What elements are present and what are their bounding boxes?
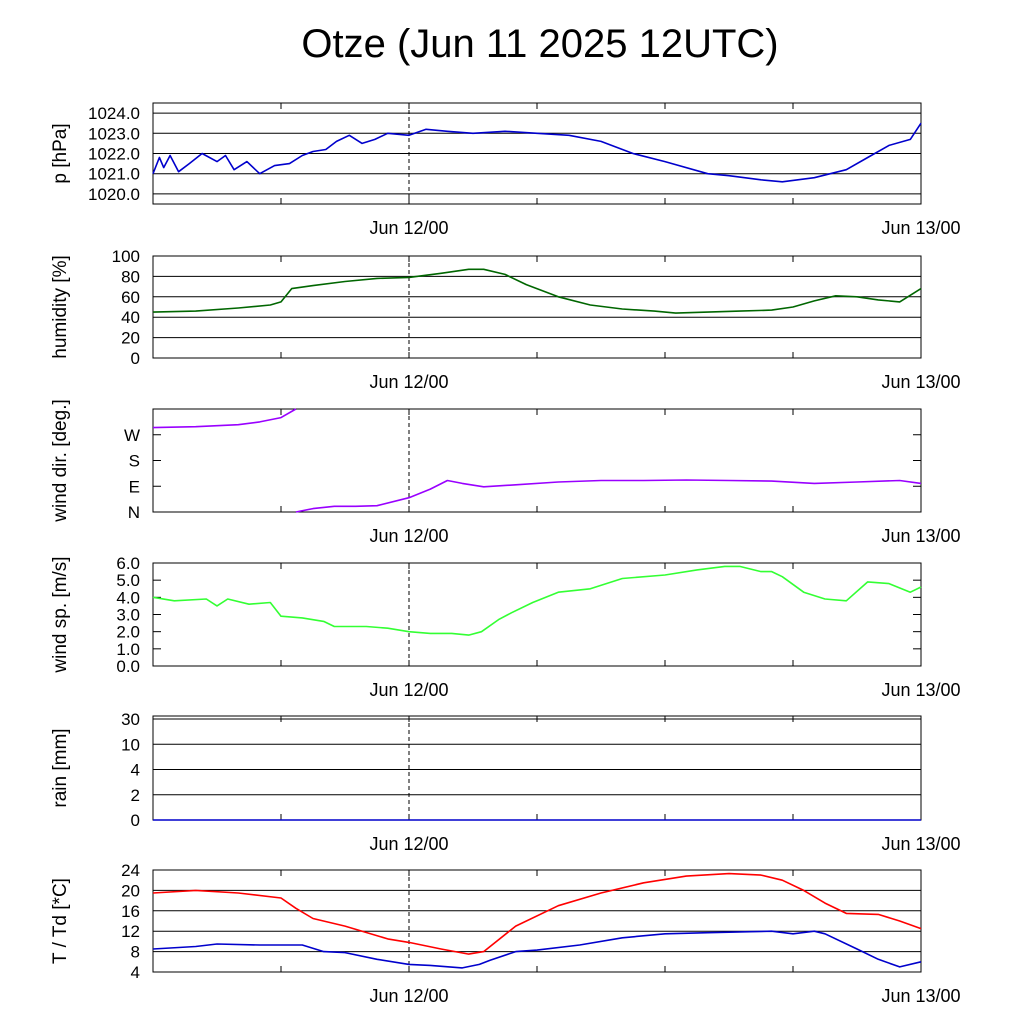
y-axis-label: wind dir. [deg.] — [50, 399, 71, 523]
panel-frame — [152, 715, 922, 821]
y-tick-label: 1024.0 — [88, 104, 140, 123]
y-axis-label: humidity [%] — [50, 255, 71, 358]
x-tick-label: Jun 13/00 — [881, 834, 960, 854]
y-axis-label: wind sp. [m/s] — [50, 556, 71, 673]
y-tick-label: 80 — [121, 267, 140, 286]
series-line — [152, 122, 922, 183]
y-tick-label: 2 — [131, 786, 140, 805]
series-line — [295, 479, 922, 513]
y-tick-label: 30 — [121, 710, 140, 729]
y-tick-label: 1.0 — [116, 640, 140, 659]
y-tick-label: 0 — [131, 811, 140, 830]
y-tick-label: 60 — [121, 288, 140, 307]
y-tick-label: 8 — [131, 943, 140, 962]
y-tick-label: 20 — [121, 329, 140, 348]
y-tick-label: 12 — [121, 922, 140, 941]
x-tick-label: Jun 13/00 — [881, 680, 960, 700]
x-tick-label: Jun 13/00 — [881, 218, 960, 238]
panel-frame — [152, 869, 922, 973]
y-tick-label: 1020.0 — [88, 185, 140, 204]
x-tick-label: Jun 12/00 — [369, 986, 448, 1006]
y-tick-label: S — [129, 452, 140, 471]
series-line — [152, 565, 922, 636]
y-axis-label: rain [mm] — [50, 728, 71, 807]
x-tick-label: Jun 13/00 — [881, 372, 960, 392]
y-tick-label: 10 — [121, 735, 140, 754]
chart-title: Otze (Jun 11 2025 12UTC) — [301, 22, 779, 66]
y-tick-label: 4 — [131, 761, 140, 780]
y-tick-label: 0 — [131, 349, 140, 368]
y-tick-label: 40 — [121, 308, 140, 327]
y-tick-label: 4 — [131, 963, 140, 982]
y-tick-label: 5.0 — [116, 571, 140, 590]
panel-frame — [152, 562, 922, 667]
x-tick-label: Jun 12/00 — [369, 526, 448, 546]
x-tick-label: Jun 12/00 — [369, 834, 448, 854]
y-axis-label: T / Td [*C] — [50, 878, 71, 964]
y-tick-label: E — [129, 477, 140, 496]
series-line — [152, 930, 922, 969]
panel-frame — [152, 255, 922, 359]
y-tick-label: N — [128, 503, 140, 522]
series-line — [152, 872, 922, 955]
y-axis-label: p [hPa] — [50, 123, 71, 183]
y-tick-label: 1022.0 — [88, 145, 140, 164]
y-tick-label: 1023.0 — [88, 124, 140, 143]
y-tick-label: 6.0 — [116, 554, 140, 573]
y-tick-label: 4.0 — [116, 588, 140, 607]
series-line — [152, 268, 922, 314]
y-tick-label: 20 — [121, 881, 140, 900]
y-tick-label: 24 — [121, 861, 140, 880]
x-tick-label: Jun 12/00 — [369, 372, 448, 392]
y-tick-label: 0.0 — [116, 657, 140, 676]
y-tick-label: W — [124, 426, 140, 445]
y-tick-label: 1021.0 — [88, 165, 140, 184]
series-line — [152, 408, 297, 429]
y-tick-label: 100 — [112, 247, 140, 266]
y-tick-label: 2.0 — [116, 623, 140, 642]
panel-frame — [152, 408, 922, 513]
x-tick-label: Jun 12/00 — [369, 218, 448, 238]
y-tick-label: 3.0 — [116, 606, 140, 625]
x-tick-label: Jun 13/00 — [881, 986, 960, 1006]
y-tick-label: 16 — [121, 902, 140, 921]
x-tick-label: Jun 13/00 — [881, 526, 960, 546]
x-tick-label: Jun 12/00 — [369, 680, 448, 700]
